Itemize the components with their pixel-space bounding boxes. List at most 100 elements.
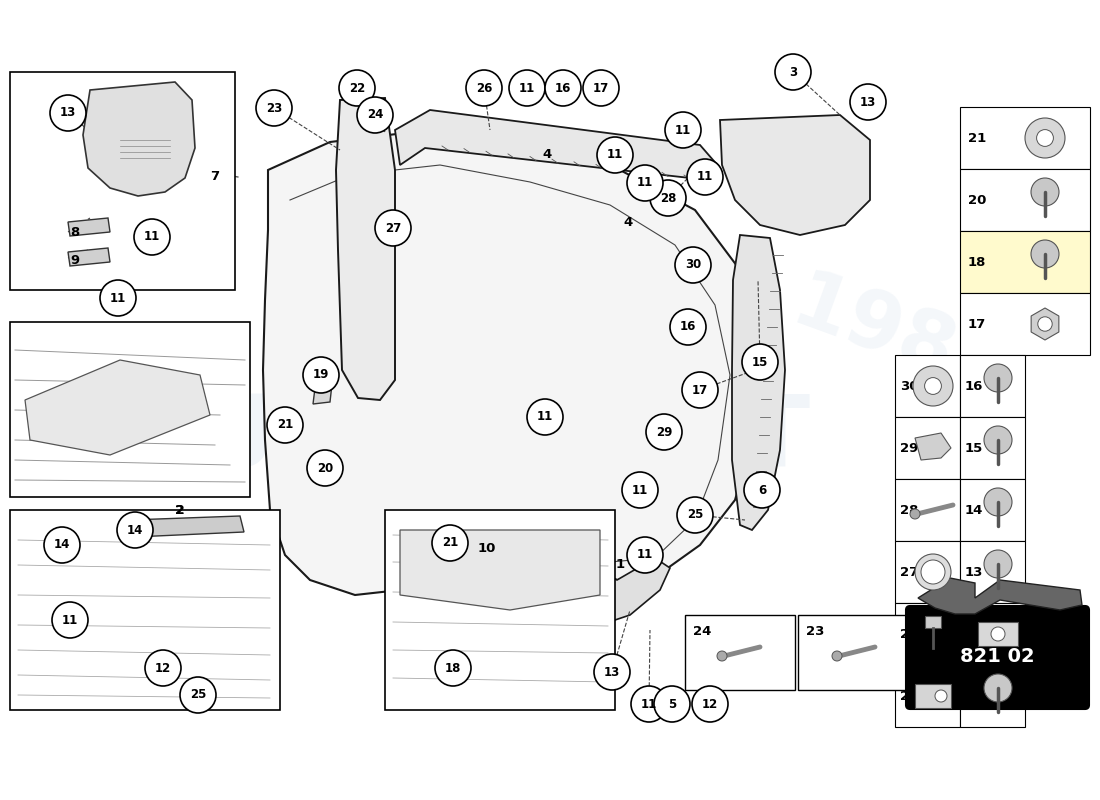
- Circle shape: [650, 180, 686, 216]
- Text: 11: 11: [62, 614, 78, 626]
- Circle shape: [52, 602, 88, 638]
- Circle shape: [776, 54, 811, 90]
- Circle shape: [666, 112, 701, 148]
- Circle shape: [991, 627, 1005, 641]
- Circle shape: [267, 407, 303, 443]
- Bar: [10, 322, 250, 497]
- Text: 25: 25: [190, 689, 206, 702]
- Text: 28: 28: [900, 503, 918, 517]
- Bar: [915, 684, 952, 708]
- Circle shape: [434, 650, 471, 686]
- Circle shape: [1031, 178, 1059, 206]
- Circle shape: [180, 677, 216, 713]
- Text: 29: 29: [656, 426, 672, 438]
- Text: 25: 25: [900, 690, 918, 702]
- Bar: [960, 541, 1025, 603]
- Circle shape: [594, 654, 630, 690]
- Circle shape: [50, 95, 86, 131]
- Text: 11: 11: [637, 177, 653, 190]
- Bar: [798, 615, 908, 690]
- Text: 3: 3: [789, 66, 797, 78]
- Polygon shape: [395, 110, 720, 185]
- Text: 5: 5: [668, 698, 676, 710]
- Text: 11: 11: [607, 149, 623, 162]
- Text: 12: 12: [965, 627, 983, 641]
- Circle shape: [832, 651, 842, 661]
- Text: 24: 24: [693, 625, 712, 638]
- Polygon shape: [25, 360, 210, 455]
- Text: 28: 28: [660, 191, 676, 205]
- Text: 12: 12: [702, 698, 718, 710]
- Circle shape: [1036, 130, 1054, 146]
- Text: 11: 11: [637, 549, 653, 562]
- Text: 27: 27: [385, 222, 402, 234]
- Circle shape: [527, 399, 563, 435]
- Text: 11: 11: [641, 698, 657, 710]
- Text: 24: 24: [366, 109, 383, 122]
- Text: 11: 11: [144, 230, 161, 243]
- Circle shape: [850, 84, 886, 120]
- Text: 16: 16: [680, 321, 696, 334]
- Circle shape: [509, 70, 544, 106]
- Text: 1985: 1985: [781, 265, 1019, 415]
- Polygon shape: [556, 558, 670, 625]
- Polygon shape: [918, 578, 1082, 614]
- Circle shape: [117, 512, 153, 548]
- Polygon shape: [720, 115, 870, 235]
- Text: 13: 13: [965, 566, 983, 578]
- Circle shape: [100, 280, 136, 316]
- Circle shape: [670, 309, 706, 345]
- Text: 16: 16: [554, 82, 571, 94]
- Text: 30: 30: [900, 379, 918, 393]
- Polygon shape: [263, 130, 760, 595]
- Text: a passion for parts since 1985: a passion for parts since 1985: [301, 520, 638, 540]
- Circle shape: [339, 70, 375, 106]
- Circle shape: [544, 70, 581, 106]
- Text: 12: 12: [155, 662, 172, 674]
- Text: 17: 17: [593, 82, 609, 94]
- Circle shape: [432, 525, 468, 561]
- Circle shape: [358, 97, 393, 133]
- Bar: [960, 169, 1090, 231]
- Text: 17: 17: [692, 383, 708, 397]
- Text: 14: 14: [965, 503, 983, 517]
- Circle shape: [676, 497, 713, 533]
- Circle shape: [921, 560, 945, 584]
- Text: EUROSPORT: EUROSPORT: [129, 391, 811, 489]
- Text: 21: 21: [968, 131, 987, 145]
- Text: 2: 2: [175, 503, 185, 517]
- Circle shape: [910, 509, 920, 519]
- Circle shape: [1031, 240, 1059, 268]
- Circle shape: [646, 414, 682, 450]
- Text: 30: 30: [685, 258, 701, 271]
- Circle shape: [583, 70, 619, 106]
- Text: 20: 20: [317, 462, 333, 474]
- Circle shape: [744, 472, 780, 508]
- Text: 21: 21: [442, 537, 458, 550]
- Circle shape: [925, 378, 942, 394]
- Bar: [895, 479, 960, 541]
- Bar: [895, 541, 960, 603]
- Bar: [960, 231, 1090, 293]
- Polygon shape: [732, 235, 785, 530]
- Text: 20: 20: [968, 194, 987, 206]
- Bar: [685, 615, 795, 690]
- Polygon shape: [68, 218, 110, 236]
- Text: 29: 29: [900, 442, 918, 454]
- Text: 11: 11: [519, 82, 535, 94]
- Text: 13: 13: [59, 106, 76, 119]
- Polygon shape: [336, 98, 395, 400]
- Bar: [960, 417, 1025, 479]
- Bar: [895, 665, 960, 727]
- Text: 16: 16: [965, 379, 983, 393]
- Circle shape: [307, 450, 343, 486]
- Circle shape: [984, 488, 1012, 516]
- Circle shape: [984, 364, 1012, 392]
- Circle shape: [675, 247, 711, 283]
- Circle shape: [134, 219, 170, 255]
- Bar: [895, 603, 960, 665]
- Text: 15: 15: [965, 442, 983, 454]
- Circle shape: [375, 210, 411, 246]
- Circle shape: [654, 686, 690, 722]
- Circle shape: [256, 90, 292, 126]
